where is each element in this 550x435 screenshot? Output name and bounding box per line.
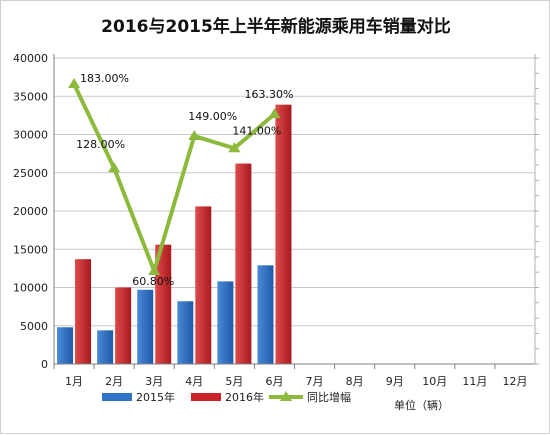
growth-marker [188, 130, 201, 141]
x-tick-label: 4月 [185, 375, 203, 388]
y-tick-label: 30000 [13, 129, 48, 142]
axes: 0 5000 10000 15000 20000 25000 30000 35000 40000… [13, 52, 539, 388]
x-tick-label: 5月 [225, 375, 243, 388]
bar-2015 [97, 330, 114, 364]
bar-2016 [275, 104, 292, 364]
y-tick-label: 25000 [13, 167, 48, 180]
y-tick-label: 5000 [20, 320, 48, 333]
x-tick-label: 10月 [422, 375, 447, 388]
bar-2015 [137, 289, 154, 364]
growth-marker [268, 108, 281, 119]
bar-2016 [115, 287, 132, 364]
bar-2015 [217, 281, 234, 364]
y-tick-label: 15000 [13, 243, 48, 256]
legend: 2015年 2016年 同比增幅 [102, 390, 351, 404]
grid-lines [54, 57, 535, 327]
growth-data-label: 149.00% [188, 110, 237, 123]
growth-data-label: 128.00% [76, 138, 125, 151]
legend-label-growth: 同比增幅 [307, 390, 351, 404]
growth-data-label: 141.00% [232, 124, 281, 137]
bar-2016 [235, 163, 252, 364]
growth-line-path [72, 83, 276, 273]
x-tick-label: 6月 [265, 375, 283, 388]
chart-title: 2016与2015年上半年新能源乘用车销量对比 [101, 16, 451, 37]
legend-swatch-2016 [191, 393, 221, 401]
unit-label: 单位（辆） [394, 398, 449, 412]
growth-marker [228, 142, 241, 153]
x-tick-label: 3月 [145, 375, 163, 388]
growth-marker [68, 78, 81, 89]
y-tick-label: 0 [41, 358, 48, 371]
growth-data-label: 163.30% [244, 88, 293, 101]
bar-2016 [195, 206, 212, 364]
bar-2015 [177, 301, 194, 364]
growth-line [68, 78, 281, 275]
growth-data-label: 183.00% [80, 72, 129, 85]
legend-marker-growth [280, 391, 292, 401]
growth-marker [108, 162, 121, 173]
legend-label-2015: 2015年 [136, 390, 175, 404]
y-tick-label: 35000 [13, 90, 48, 103]
bar-2016 [75, 259, 92, 364]
y-tick-label: 20000 [13, 205, 48, 218]
x-tick-label: 9月 [386, 375, 404, 388]
x-tick-label: 7月 [306, 375, 324, 388]
data-labels: 183.00% 128.00% 60.80% 149.00%141.00% 163.30… [76, 72, 293, 288]
x-tick-label: 1月 [65, 375, 83, 388]
growth-data-label: 60.80% [132, 275, 174, 288]
legend-swatch-2015 [102, 393, 132, 401]
x-tick-label: 12月 [502, 375, 527, 388]
bar-2015 [257, 265, 274, 364]
x-tick-label: 2月 [105, 375, 123, 388]
x-tick-label: 11月 [462, 375, 487, 388]
x-tick-label: 8月 [346, 375, 364, 388]
y-tick-label: 40000 [13, 52, 48, 65]
bar-2015 [57, 327, 74, 364]
y-tick-label: 10000 [13, 282, 48, 295]
legend-label-2016: 2016年 [225, 390, 264, 404]
growth-marker [148, 264, 161, 275]
